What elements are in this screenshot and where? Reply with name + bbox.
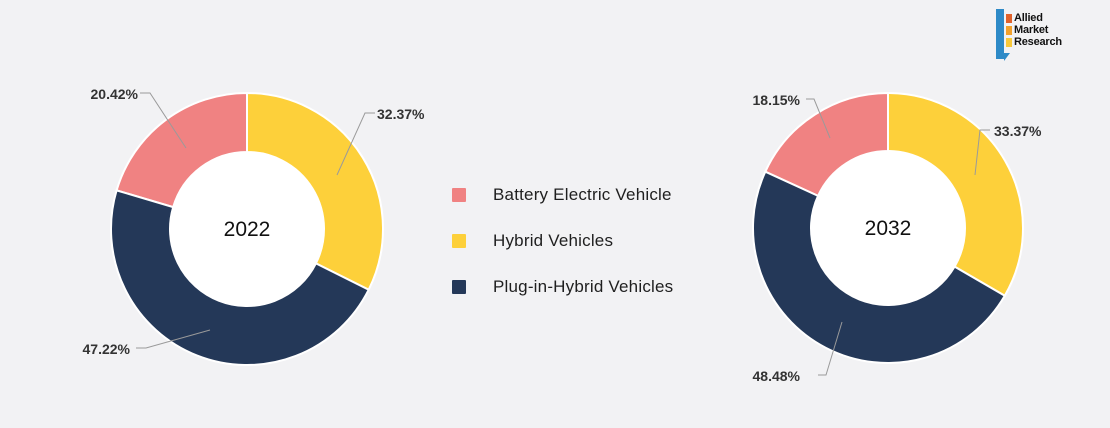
logo-text: Market	[1014, 24, 1049, 36]
legend-item-battery-electric: Battery Electric Vehicle	[452, 172, 673, 218]
data-label-plug-in-hybrid: 47.22%	[83, 341, 131, 357]
data-label-hybrid: 32.37%	[377, 106, 425, 122]
data-label-battery-electric: 18.15%	[753, 92, 801, 108]
logo-row: Allied	[1006, 13, 1043, 24]
logo-row: Research	[1006, 37, 1062, 48]
leader-line	[336, 112, 375, 176]
logo-tail-icon	[1004, 53, 1010, 61]
data-label-battery-electric: 20.42%	[91, 86, 139, 102]
logo-row: Market	[1006, 25, 1048, 36]
donut-chart-2022: 2022 20.42% 32.37% 47.22%	[83, 86, 425, 366]
legend: Battery Electric Vehicle Hybrid Vehicles…	[452, 172, 673, 310]
legend-label: Battery Electric Vehicle	[493, 185, 672, 204]
donut-hole	[811, 151, 965, 305]
logo-square-icon	[1006, 26, 1012, 35]
logo-square-icon	[1006, 38, 1012, 47]
allied-market-research-logo: Allied Market Research	[996, 9, 1086, 61]
legend-swatch	[452, 188, 466, 202]
donut-chart-2032: 2032 18.15% 33.37% 48.48%	[751, 91, 1042, 384]
logo-text: Research	[1014, 36, 1062, 48]
legend-label: Hybrid Vehicles	[493, 231, 614, 250]
legend-swatch	[452, 280, 466, 294]
logo-bar-icon	[996, 9, 1004, 59]
leader-line	[136, 329, 211, 349]
donut-hole	[170, 152, 324, 306]
leader-line	[806, 98, 831, 139]
logo-text: Allied	[1014, 12, 1043, 24]
legend-label: Plug-in-Hybrid Vehicles	[493, 277, 674, 296]
donut-center-label: 2032	[865, 217, 912, 240]
legend-item-hybrid: Hybrid Vehicles	[452, 218, 673, 264]
legend-swatch	[452, 234, 466, 248]
legend-item-plug-in-hybrid: Plug-in-Hybrid Vehicles	[452, 264, 673, 310]
data-label-plug-in-hybrid: 48.48%	[753, 368, 801, 384]
data-label-hybrid: 33.37%	[994, 123, 1042, 139]
donut-center-label: 2022	[224, 218, 271, 241]
leader-line	[818, 321, 843, 376]
leader-line	[974, 129, 990, 176]
logo-square-icon	[1006, 14, 1012, 23]
leader-line	[140, 92, 187, 149]
